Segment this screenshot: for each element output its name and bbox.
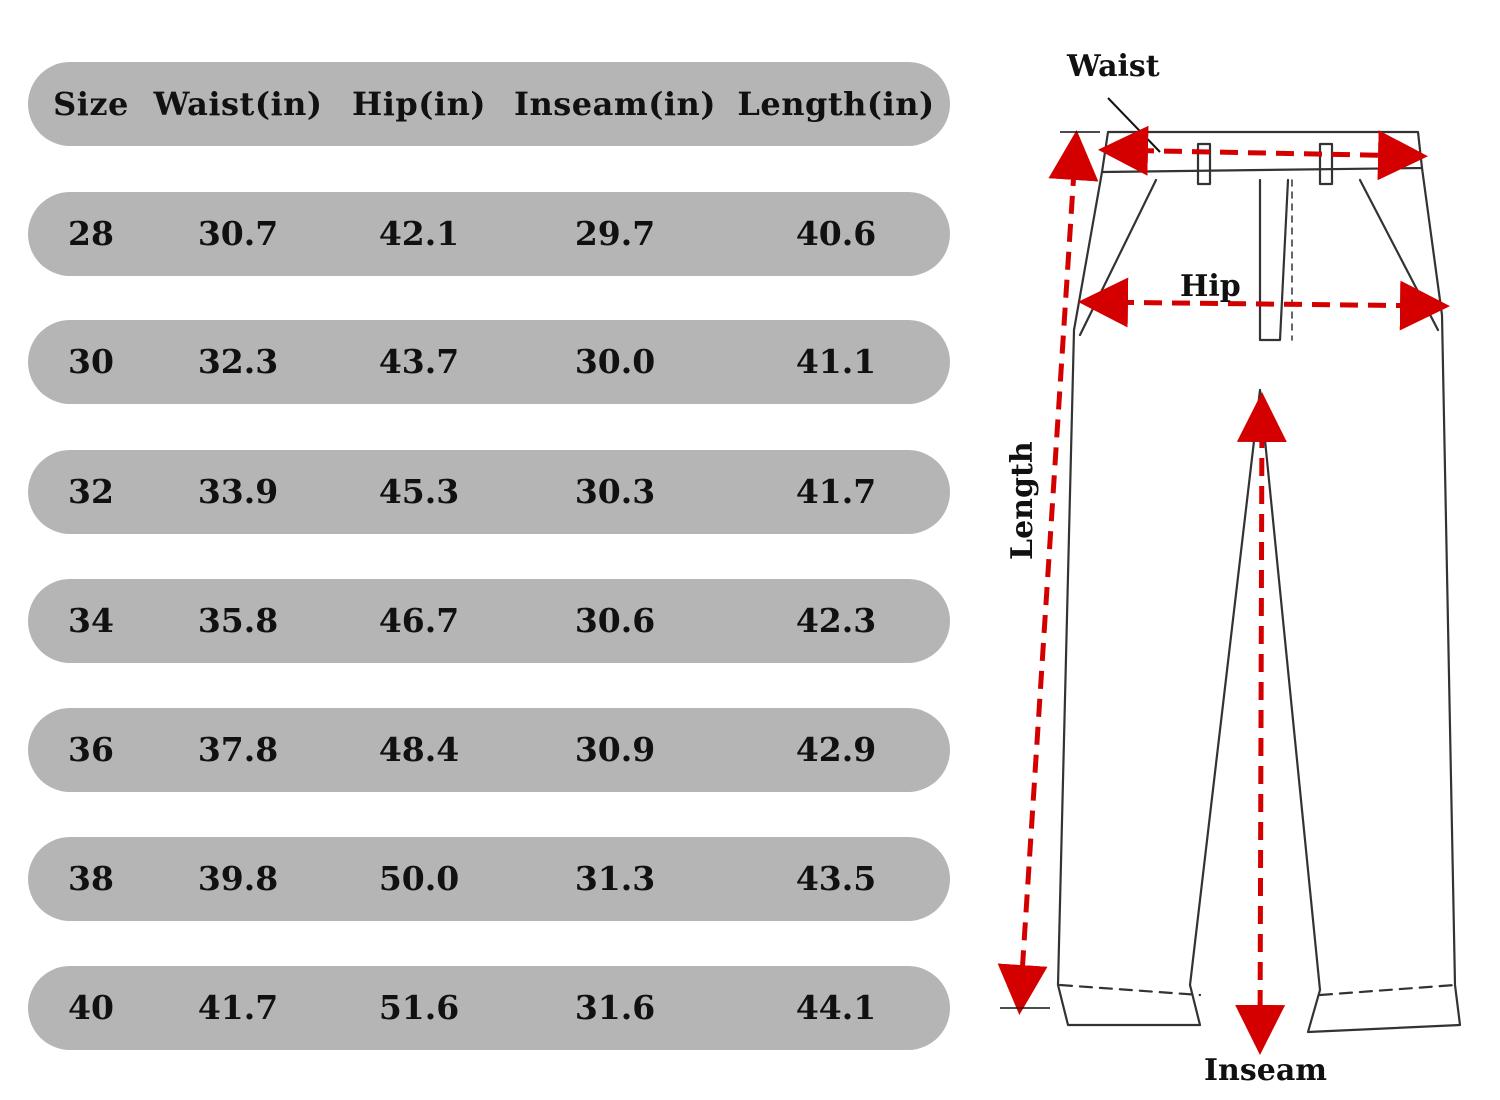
inseam-arrow: [1235, 392, 1287, 1055]
cell-inseam: 31.6: [574, 988, 656, 1027]
cell-hip: 43.7: [378, 342, 460, 381]
cell-length: 41.1: [795, 342, 877, 381]
cell-inseam: 29.7: [574, 214, 656, 253]
cell-hip: 51.6: [378, 988, 460, 1027]
cell-waist: 39.8: [197, 859, 279, 898]
inseam-label: Inseam: [1204, 1053, 1327, 1088]
cell-waist: 35.8: [197, 601, 279, 640]
header-hip: Hip(in): [352, 85, 486, 123]
cell-length: 41.7: [795, 472, 877, 511]
pants-measurement-diagram: Waist Hip Length Inseam: [997, 49, 1462, 1088]
cell-size: 32: [68, 472, 114, 511]
cell-hip: 48.4: [378, 730, 460, 769]
table-row: 28 30.7 42.1 29.7 40.6: [28, 192, 950, 276]
cell-length: 42.9: [795, 730, 877, 769]
cell-hip: 42.1: [378, 214, 460, 253]
table-row: 34 35.8 46.7 30.6 42.3: [28, 579, 950, 663]
waist-pointer-line: [1107, 97, 1161, 153]
measurement-arrows: [997, 125, 1450, 1055]
cell-hip: 46.7: [378, 601, 460, 640]
cell-size: 40: [68, 988, 114, 1027]
table-row: 40 41.7 51.6 31.6 44.1: [28, 966, 950, 1050]
cell-waist: 41.7: [197, 988, 279, 1027]
cell-waist: 37.8: [197, 730, 279, 769]
header-inseam: Inseam(in): [514, 85, 716, 123]
cell-hip: 45.3: [378, 472, 460, 511]
cell-size: 38: [68, 859, 114, 898]
cell-hip: 50.0: [378, 859, 460, 898]
hip-arrow: [1078, 277, 1450, 331]
waist-arrow: [1098, 125, 1428, 181]
length-label: Length: [1005, 441, 1040, 560]
cell-size: 28: [68, 214, 114, 253]
cell-inseam: 30.3: [574, 472, 656, 511]
header-size: Size: [53, 85, 129, 123]
cell-waist: 30.7: [197, 214, 279, 253]
cell-inseam: 30.6: [574, 601, 656, 640]
table-row: 30 32.3 43.7 30.0 41.1: [28, 320, 950, 404]
cell-waist: 33.9: [197, 472, 279, 511]
cell-length: 42.3: [795, 601, 877, 640]
length-arrow: [997, 130, 1099, 1015]
header-waist: Waist(in): [153, 85, 323, 123]
cell-length: 40.6: [795, 214, 877, 253]
cell-length: 43.5: [795, 859, 877, 898]
cell-inseam: 31.3: [574, 859, 656, 898]
cell-size: 36: [68, 730, 114, 769]
cell-size: 34: [68, 601, 114, 640]
cell-length: 44.1: [795, 988, 877, 1027]
waist-label: Waist: [1066, 49, 1160, 84]
cell-waist: 32.3: [197, 342, 279, 381]
cell-inseam: 30.0: [574, 342, 656, 381]
header-length: Length(in): [737, 85, 935, 123]
cell-inseam: 30.9: [574, 730, 656, 769]
table-header-row: Size Waist(in) Hip(in) Inseam(in) Length…: [28, 62, 950, 146]
table-row: 38 39.8 50.0 31.3 43.5: [28, 837, 950, 921]
hip-label: Hip: [1180, 269, 1241, 304]
table-row: 36 37.8 48.4 30.9 42.9: [28, 708, 950, 792]
cell-size: 30: [68, 342, 114, 381]
table-row: 32 33.9 45.3 30.3 41.7: [28, 450, 950, 534]
